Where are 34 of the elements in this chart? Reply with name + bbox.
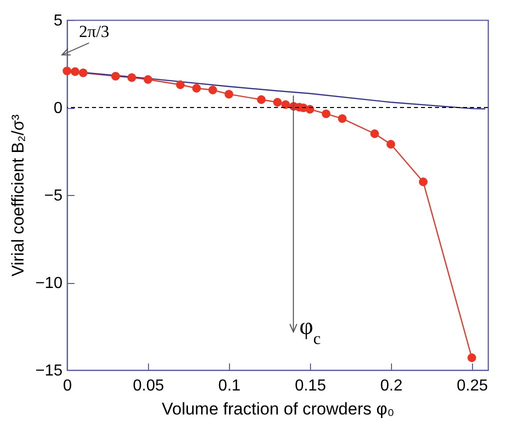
point: [127, 73, 136, 82]
y-axis-title: Virial coefficient B₂/σ³: [8, 114, 28, 276]
point: [322, 109, 330, 118]
x-tick-label: 0.1: [218, 378, 241, 394]
point: [467, 353, 476, 362]
x-tick-label: 0.25: [456, 378, 488, 394]
x-tick-label: 0.15: [294, 378, 326, 394]
point: [70, 67, 80, 76]
y-tick-label: 0: [54, 100, 63, 117]
annotation: φ$_{c}$: [299, 314, 321, 348]
point: [62, 66, 72, 76]
y-tick-label: −15: [35, 362, 63, 380]
y-tick-label: −10: [35, 275, 63, 292]
point: [144, 75, 152, 84]
annotation: 2π/3: [79, 22, 110, 41]
point: [111, 72, 120, 80]
point: [386, 140, 396, 149]
point: [78, 68, 88, 78]
x-axis-title: Volume fraction of crowders φ₀: [162, 400, 394, 418]
point: [418, 178, 428, 186]
point: [338, 114, 347, 123]
point: [370, 129, 379, 138]
point: [208, 86, 218, 94]
y-tick-label: −5: [44, 188, 63, 204]
point: [281, 100, 290, 109]
point: [224, 90, 234, 99]
x-tick-label: 0.05: [132, 378, 164, 394]
y-tick-label: 5: [54, 12, 63, 30]
point: [256, 95, 266, 104]
x-tick-label: 0.2: [380, 378, 403, 394]
point: [306, 104, 314, 114]
point: [273, 98, 282, 107]
point: [176, 80, 185, 90]
point: [192, 84, 201, 93]
